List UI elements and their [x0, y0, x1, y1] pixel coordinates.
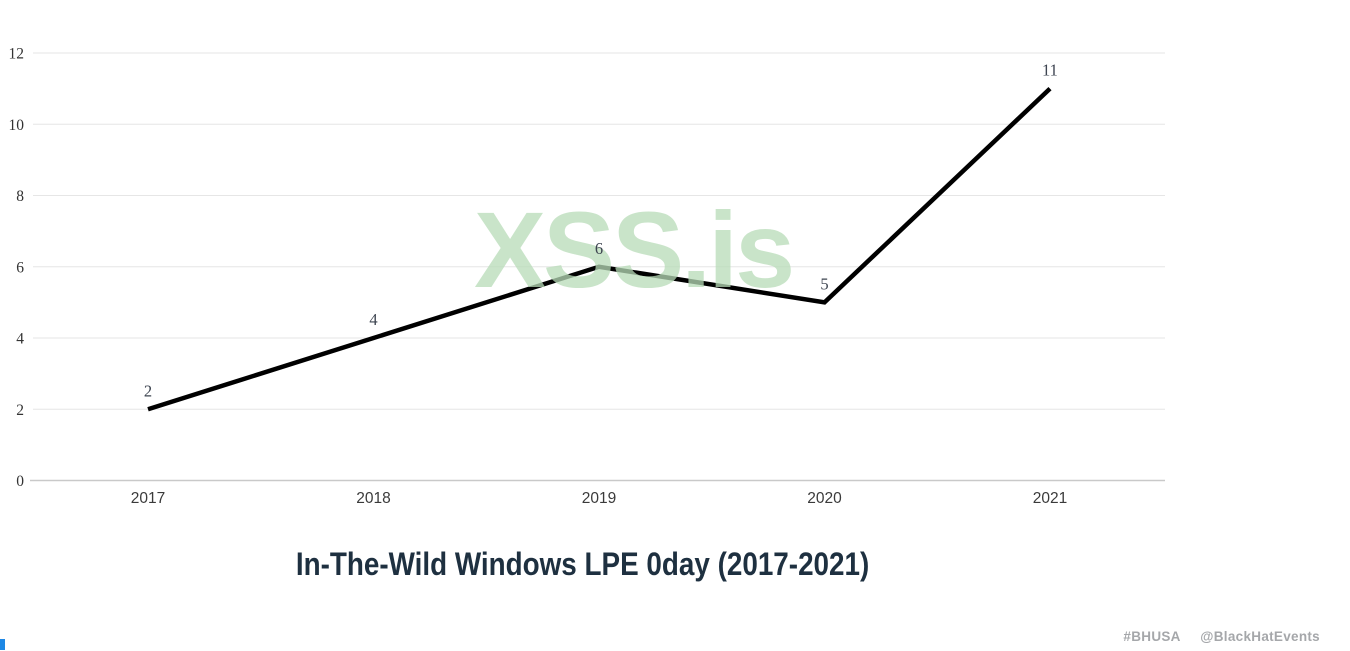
footer-hashtag: #BHUSA — [1123, 629, 1181, 644]
y-tick-label: 10 — [9, 117, 25, 134]
x-tick-label: 2020 — [807, 490, 842, 507]
point-label: 5 — [820, 274, 828, 293]
y-tick-label: 2 — [16, 402, 24, 419]
series-line — [147, 86, 1052, 412]
corner-mark — [0, 639, 5, 650]
x-tick-label: 2017 — [131, 490, 165, 507]
chart-title-text: In-The-Wild Windows LPE 0day (2017-2021) — [295, 546, 870, 582]
x-tick-label: 2018 — [356, 490, 390, 507]
x-tick-label: 2019 — [582, 490, 616, 507]
chart-title: In-The-Wild Windows LPE 0day (2017-2021) — [0, 544, 1165, 584]
point-label: 2 — [144, 381, 152, 400]
y-tick-label: 8 — [16, 188, 24, 205]
y-tick-label: 4 — [16, 331, 24, 348]
footer-handle: @BlackHatEvents — [1200, 629, 1320, 644]
footer: #BHUSA @BlackHatEvents — [1107, 629, 1320, 644]
point-label: 6 — [595, 239, 603, 258]
y-tick-label: 6 — [16, 259, 24, 276]
y-tick-label: 12 — [9, 46, 25, 63]
point-label: 11 — [1042, 61, 1058, 80]
point-label: 4 — [369, 310, 377, 329]
y-tick-label: 0 — [16, 473, 24, 490]
x-tick-label: 2021 — [1033, 490, 1067, 507]
